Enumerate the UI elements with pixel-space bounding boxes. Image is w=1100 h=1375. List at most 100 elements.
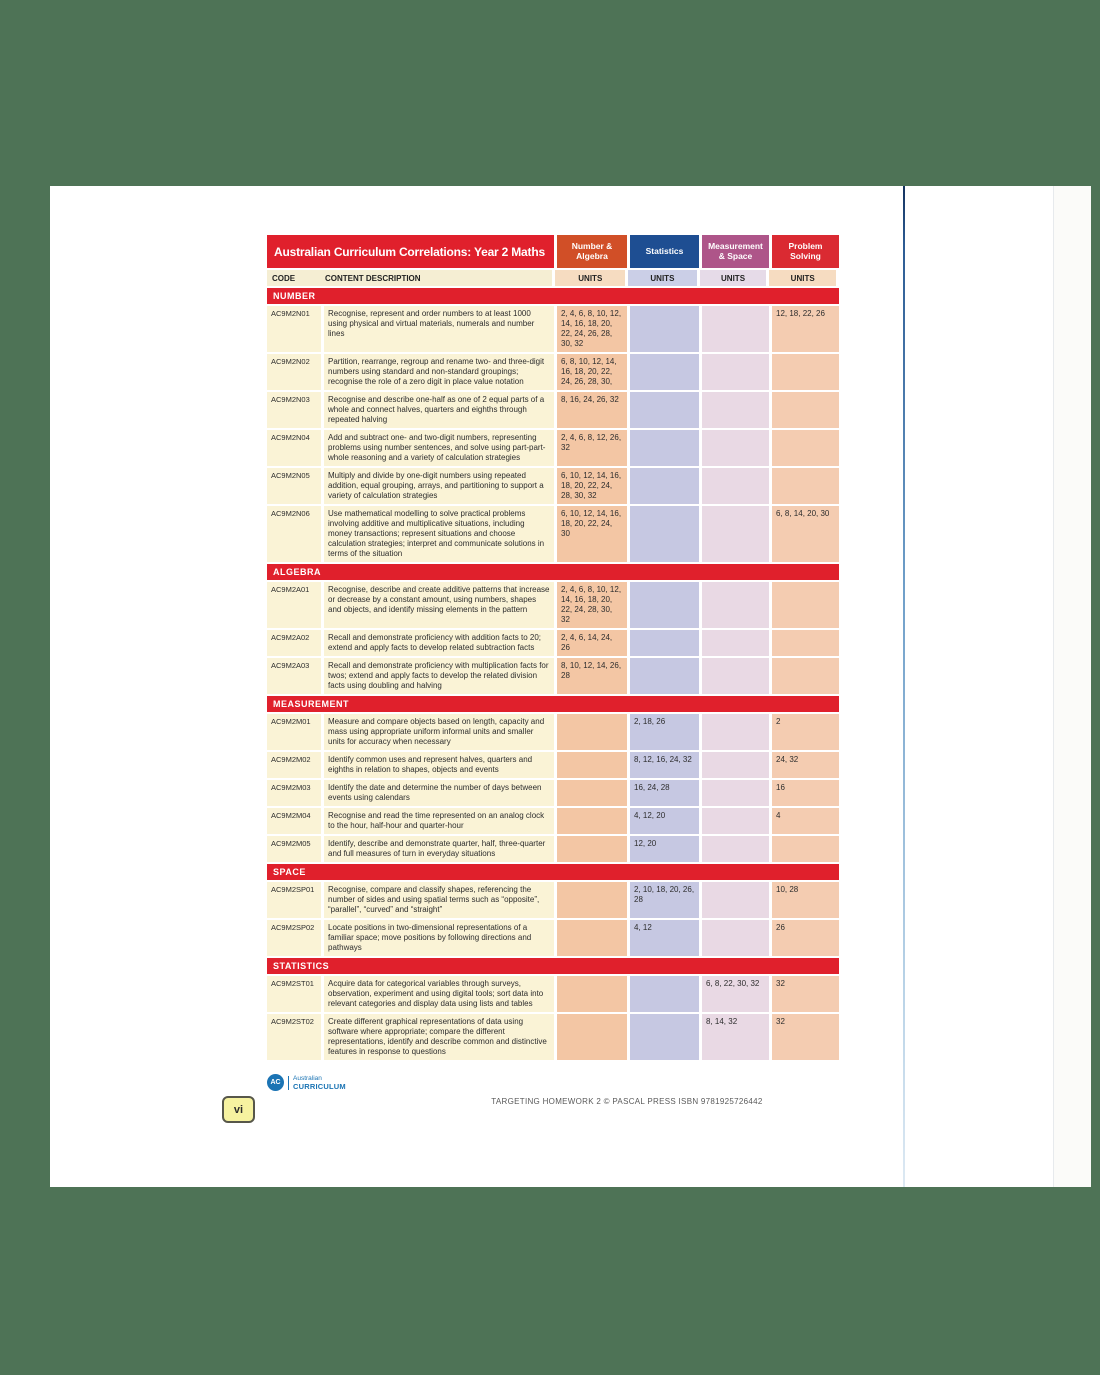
row-description: Recognise, represent and order numbers t… [324, 306, 554, 352]
row-code: AC9M2N04 [267, 430, 321, 466]
row-code: AC9M2M04 [267, 808, 321, 834]
row-description: Recognise and read the time represented … [324, 808, 554, 834]
table-row: AC9M2M02 Identify common uses and repres… [267, 752, 839, 778]
row-description: Use mathematical modelling to solve prac… [324, 506, 554, 562]
units-statistics [630, 976, 699, 1012]
units-statistics [630, 1014, 699, 1060]
page-content: Australian Curriculum Correlations: Year… [222, 235, 839, 1138]
units-measurement-space [702, 920, 769, 956]
units-number-algebra [557, 920, 627, 956]
units-measurement-space [702, 430, 769, 466]
units-number-algebra [557, 836, 627, 862]
units-number-algebra: 8, 16, 24, 26, 32 [557, 392, 627, 428]
table-row: AC9M2N02 Partition, rearrange, regroup a… [267, 354, 839, 390]
units-measurement-space: 8, 14, 32 [702, 1014, 769, 1060]
units-measurement-space [702, 714, 769, 750]
units-number-algebra [557, 780, 627, 806]
units-statistics [630, 506, 699, 562]
units-number-algebra: 6, 8, 10, 12, 14, 16, 18, 20, 22, 24, 26… [557, 354, 627, 390]
units-number-algebra [557, 714, 627, 750]
units-problem-solving [772, 430, 839, 466]
row-description: Identify the date and determine the numb… [324, 780, 554, 806]
units-measurement-space [702, 306, 769, 352]
description-column-label: CONTENT DESCRIPTION [325, 273, 421, 283]
section-header-space: SPACE [267, 864, 839, 880]
row-description: Create different graphical representatio… [324, 1014, 554, 1060]
column-header-number-algebra: Number & Algebra [557, 235, 627, 268]
units-label-measurement-space: UNITS [699, 270, 767, 286]
row-code: AC9M2M05 [267, 836, 321, 862]
row-code: AC9M2N03 [267, 392, 321, 428]
table-row: AC9M2N06 Use mathematical modelling to s… [267, 506, 839, 562]
units-number-algebra: 6, 10, 12, 14, 16, 18, 20, 22, 24, 30 [557, 506, 627, 562]
logo-divider [288, 1075, 289, 1090]
row-description: Recall and demonstrate proficiency with … [324, 658, 554, 694]
units-measurement-space [702, 882, 769, 918]
units-measurement-space: 6, 8, 22, 30, 32 [702, 976, 769, 1012]
row-code: AC9M2M03 [267, 780, 321, 806]
row-code: AC9M2N01 [267, 306, 321, 352]
units-measurement-space [702, 582, 769, 628]
row-code: AC9M2M02 [267, 752, 321, 778]
table-row: AC9M2M03 Identify the date and determine… [267, 780, 839, 806]
units-statistics [630, 630, 699, 656]
units-statistics [630, 392, 699, 428]
row-description: Identify common uses and represent halve… [324, 752, 554, 778]
row-description: Recognise, compare and classify shapes, … [324, 882, 554, 918]
code-column-label: CODE [272, 273, 296, 283]
row-description: Multiply and divide by one-digit numbers… [324, 468, 554, 504]
table-row: AC9M2N05 Multiply and divide by one-digi… [267, 468, 839, 504]
row-code: AC9M2ST02 [267, 1014, 321, 1060]
units-problem-solving [772, 836, 839, 862]
section-header-statistics: STATISTICS [267, 958, 839, 974]
units-statistics: 8, 12, 16, 24, 32 [630, 752, 699, 778]
table-row: AC9M2M01 Measure and compare objects bas… [267, 714, 839, 750]
row-description: Add and subtract one- and two-digit numb… [324, 430, 554, 466]
units-statistics [630, 582, 699, 628]
row-description: Identify, describe and demonstrate quart… [324, 836, 554, 862]
units-problem-solving [772, 582, 839, 628]
table-row: AC9M2A01 Recognise, describe and create … [267, 582, 839, 628]
table-row: AC9M2ST01 Acquire data for categorical v… [267, 976, 839, 1012]
row-code: AC9M2A01 [267, 582, 321, 628]
row-description: Measure and compare objects based on len… [324, 714, 554, 750]
units-number-algebra [557, 1014, 627, 1060]
units-statistics: 4, 12, 20 [630, 808, 699, 834]
subheader-left: CODE CONTENT DESCRIPTION [267, 270, 553, 286]
units-problem-solving: 32 [772, 1014, 839, 1060]
logo-text-line1: Australian [293, 1075, 322, 1082]
units-problem-solving: 2 [772, 714, 839, 750]
page-edge-line [903, 186, 905, 1187]
table-row: AC9M2A02 Recall and demonstrate proficie… [267, 630, 839, 656]
units-number-algebra: 2, 4, 6, 8, 10, 12, 14, 16, 18, 20, 22, … [557, 306, 627, 352]
units-label-statistics: UNITS [628, 270, 697, 286]
units-number-algebra: 2, 4, 6, 8, 12, 26, 32 [557, 430, 627, 466]
units-measurement-space [702, 354, 769, 390]
row-code: AC9M2SP01 [267, 882, 321, 918]
units-number-algebra [557, 808, 627, 834]
units-measurement-space [702, 630, 769, 656]
units-measurement-space [702, 836, 769, 862]
row-description: Locate positions in two-dimensional repr… [324, 920, 554, 956]
page-title: Australian Curriculum Correlations: Year… [267, 235, 554, 268]
page-margin-strip [1053, 186, 1091, 1187]
units-measurement-space [702, 468, 769, 504]
row-code: AC9M2ST01 [267, 976, 321, 1012]
units-measurement-space [702, 392, 769, 428]
units-number-algebra [557, 976, 627, 1012]
australian-curriculum-logo: AC Australian CURRICULUM [267, 1074, 346, 1091]
column-header-problem-solving: Problem Solving [772, 235, 839, 268]
table-row: AC9M2ST02 Create different graphical rep… [267, 1014, 839, 1060]
units-measurement-space [702, 808, 769, 834]
units-statistics [630, 306, 699, 352]
section-header-measurement: MEASUREMENT [267, 696, 839, 712]
units-problem-solving: 32 [772, 976, 839, 1012]
section-header-algebra: ALGEBRA [267, 564, 839, 580]
row-code: AC9M2A02 [267, 630, 321, 656]
table-row: AC9M2SP01 Recognise, compare and classif… [267, 882, 839, 918]
row-code: AC9M2N05 [267, 468, 321, 504]
units-number-algebra: 2, 4, 6, 14, 24, 26 [557, 630, 627, 656]
units-label-number-algebra: UNITS [555, 270, 626, 286]
logo-text: Australian CURRICULUM [293, 1075, 346, 1090]
